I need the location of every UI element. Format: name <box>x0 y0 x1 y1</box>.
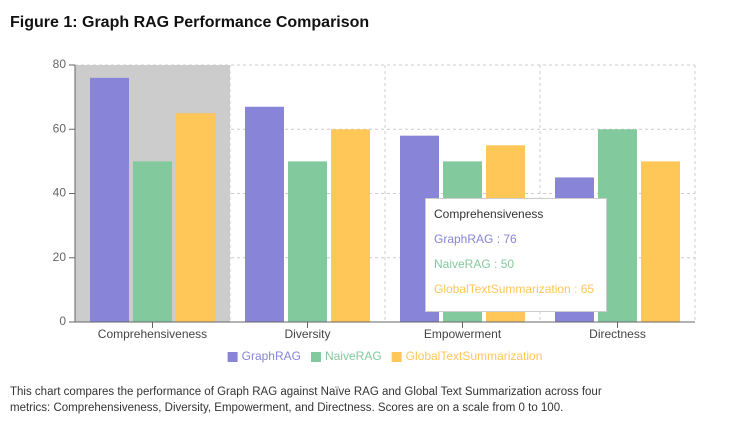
legend-label: GraphRAG <box>242 349 301 363</box>
bar <box>176 113 215 322</box>
tooltip-item: GlobalTextSummarization : 65 <box>434 282 594 296</box>
bar <box>133 161 172 322</box>
y-tick-label: 0 <box>59 314 66 328</box>
bar <box>288 161 327 322</box>
tooltip-item: GraphRAG : 76 <box>434 232 594 246</box>
tooltip-title: Comprehensiveness <box>434 207 544 221</box>
y-tick-label: 80 <box>53 57 67 71</box>
bar <box>331 129 370 322</box>
tooltip-name: GraphRAG <box>434 232 494 246</box>
chart-title: Figure 1: Graph RAG Performance Comparis… <box>10 14 370 31</box>
tooltip-value: 76 <box>503 232 517 246</box>
x-tick-label: Directness <box>589 327 646 341</box>
tooltip-item: NaiveRAG : 50 <box>434 257 594 271</box>
caption: This chart compares the performance of G… <box>10 386 602 414</box>
tooltip: Comprehensiveness GraphRAG : 76 NaiveRAG … <box>425 198 607 312</box>
bar <box>641 161 680 322</box>
bar <box>245 106 284 322</box>
legend-label: GlobalTextSummarization <box>406 349 543 363</box>
tooltip-separator: : <box>490 257 501 271</box>
tooltip-name: NaiveRAG <box>434 257 491 271</box>
legend-label: NaiveRAG <box>325 349 382 363</box>
legend-swatch <box>391 352 402 362</box>
x-tick-label: Comprehensiveness <box>98 327 207 341</box>
bar <box>90 77 129 322</box>
y-tick-label: 60 <box>53 121 67 135</box>
tooltip-value: 65 <box>580 282 595 296</box>
chart: 0 20 40 60 80 Comprehensiveness Diversity Empow… <box>53 57 696 363</box>
tooltip-separator: : <box>570 282 581 296</box>
legend-swatch <box>310 352 321 362</box>
tooltip-separator: : <box>493 232 504 246</box>
x-tick-label: Diversity <box>284 327 330 341</box>
y-tick-label: 20 <box>53 250 67 264</box>
legend-swatch <box>227 352 238 362</box>
tooltip-value: 50 <box>500 257 515 271</box>
y-tick-label: 40 <box>53 186 67 200</box>
tooltip-name: GlobalTextSummarization <box>434 282 571 296</box>
x-tick-label: Empowerment <box>424 327 502 341</box>
